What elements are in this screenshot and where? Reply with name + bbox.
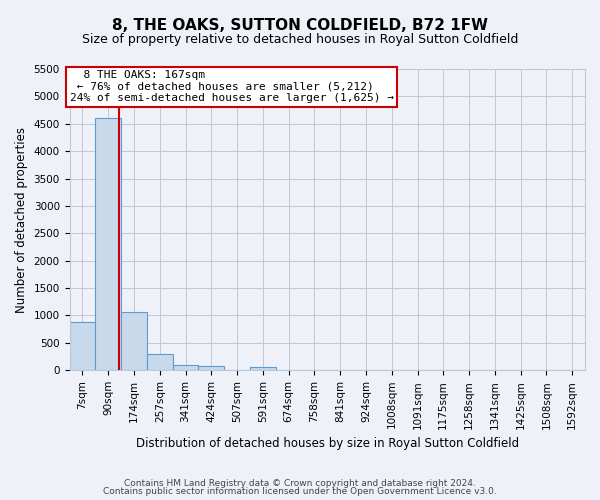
Text: Size of property relative to detached houses in Royal Sutton Coldfield: Size of property relative to detached ho…	[82, 32, 518, 46]
Text: 8, THE OAKS, SUTTON COLDFIELD, B72 1FW: 8, THE OAKS, SUTTON COLDFIELD, B72 1FW	[112, 18, 488, 32]
Text: 8 THE OAKS: 167sqm  
 ← 76% of detached houses are smaller (5,212) 
24% of semi-: 8 THE OAKS: 167sqm ← 76% of detached hou…	[70, 70, 394, 103]
Bar	[199, 366, 224, 370]
Bar	[173, 364, 199, 370]
Text: Contains public sector information licensed under the Open Government Licence v3: Contains public sector information licen…	[103, 487, 497, 496]
Bar	[147, 354, 173, 370]
Bar	[250, 368, 275, 370]
Bar	[70, 322, 95, 370]
X-axis label: Distribution of detached houses by size in Royal Sutton Coldfield: Distribution of detached houses by size …	[136, 437, 519, 450]
Bar	[95, 118, 121, 370]
Y-axis label: Number of detached properties: Number of detached properties	[15, 126, 28, 312]
Bar	[121, 312, 147, 370]
Text: Contains HM Land Registry data © Crown copyright and database right 2024.: Contains HM Land Registry data © Crown c…	[124, 478, 476, 488]
